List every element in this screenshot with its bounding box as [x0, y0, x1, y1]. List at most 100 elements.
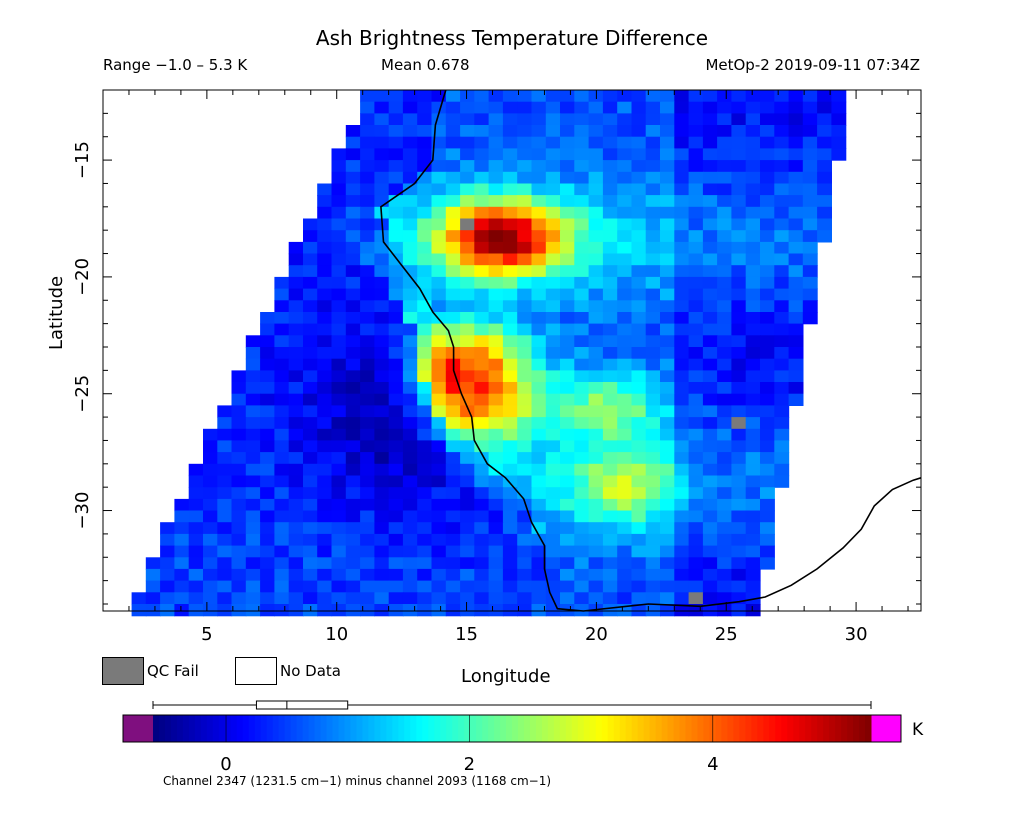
heatmap-cell — [431, 160, 447, 173]
heatmap-cell — [388, 323, 404, 336]
heatmap-cell — [345, 475, 361, 488]
heatmap-cell — [702, 171, 718, 185]
heatmap-cell — [174, 533, 190, 547]
heatmap-cell — [560, 276, 575, 290]
heatmap-cell — [445, 533, 461, 547]
heatmap-cell — [760, 347, 775, 360]
heatmap-cell — [474, 288, 490, 301]
heatmap-cell — [545, 370, 561, 383]
heatmap-cell — [674, 522, 690, 535]
colorbar-segment — [170, 715, 178, 742]
heatmap-cell — [660, 428, 675, 442]
heatmap-cell — [203, 568, 218, 582]
heatmap-cell — [445, 545, 461, 558]
heatmap-cell — [488, 557, 504, 570]
heatmap-cell — [717, 300, 732, 313]
heatmap-cell — [817, 160, 832, 173]
colorbar-segment — [769, 715, 776, 742]
heatmap-cell — [502, 113, 518, 126]
heatmap-cell — [445, 171, 461, 185]
heatmap-cell — [631, 230, 647, 243]
heatmap-cell — [817, 171, 832, 185]
heatmap-cell — [631, 148, 647, 161]
heatmap-cell — [660, 230, 675, 243]
heatmap-cell — [288, 592, 304, 605]
heatmap-cell — [517, 370, 533, 383]
heatmap-cell — [788, 171, 804, 185]
heatmap-cell — [760, 335, 775, 348]
heatmap-cell — [374, 545, 390, 558]
heatmap-cell — [417, 206, 433, 220]
heatmap-cell — [631, 253, 647, 266]
heatmap-cell — [303, 452, 318, 465]
heatmap-cell — [460, 358, 475, 371]
heatmap-cell — [131, 592, 147, 605]
heatmap-cell — [660, 253, 675, 266]
heatmap-cell — [760, 253, 775, 266]
heatmap-cell — [203, 580, 218, 593]
heatmap-cell — [545, 101, 561, 114]
heatmap-cell — [345, 545, 361, 558]
heatmap-cell — [245, 440, 261, 453]
heatmap-cell — [717, 545, 732, 558]
heatmap-cell — [460, 312, 475, 325]
heatmap-cell — [717, 557, 732, 570]
heatmap-cell — [488, 171, 504, 185]
heatmap-cell — [531, 125, 547, 138]
heatmap-cell — [417, 440, 433, 453]
colorbar-segment — [506, 715, 513, 742]
heatmap-cell — [203, 592, 218, 605]
heatmap-cell — [645, 452, 661, 465]
heatmap-cell — [745, 241, 761, 255]
heatmap-cell — [802, 113, 818, 126]
heatmap-cell — [717, 183, 732, 196]
heatmap-cell — [788, 335, 804, 348]
heatmap-cell — [517, 171, 533, 185]
heatmap-cell — [417, 101, 433, 114]
colorbar-tick-label: 0 — [220, 754, 231, 775]
heatmap-cell — [602, 218, 618, 231]
heatmap-cell — [303, 568, 318, 582]
heatmap-cell — [317, 417, 333, 430]
heatmap-cell — [631, 265, 647, 278]
heatmap-cell — [574, 382, 590, 395]
heatmap-cell — [717, 568, 732, 582]
heatmap-cell — [560, 195, 575, 208]
heatmap-cell — [631, 160, 647, 173]
heatmap-cell — [660, 101, 675, 114]
heatmap-cell — [617, 160, 633, 173]
heatmap-cell — [774, 113, 790, 126]
heatmap-cell — [217, 498, 233, 512]
heatmap-cell — [488, 382, 504, 395]
heatmap-cell — [574, 510, 590, 523]
heatmap-cell — [745, 428, 761, 442]
heatmap-cell — [788, 288, 804, 301]
heatmap-cell — [717, 265, 732, 278]
heatmap-cell — [674, 90, 690, 103]
heatmap-cell — [217, 487, 233, 500]
heatmap-cell — [560, 592, 575, 605]
heatmap-cell — [402, 557, 418, 570]
heatmap-cell — [560, 557, 575, 570]
heatmap-cell — [617, 276, 633, 290]
heatmap-cell — [402, 195, 418, 208]
heatmap-cell — [402, 160, 418, 173]
heatmap-cell — [288, 288, 304, 301]
heatmap-cell — [674, 323, 690, 336]
heatmap-cell — [688, 382, 704, 395]
heatmap-cell — [331, 230, 347, 243]
heatmap-cell — [431, 557, 447, 570]
heatmap-cell — [731, 218, 747, 231]
heatmap-cell — [745, 171, 761, 185]
heatmap-cell — [774, 125, 790, 138]
heatmap-cell — [617, 300, 633, 313]
heatmap-cell — [631, 300, 647, 313]
heatmap-cell — [574, 323, 590, 336]
heatmap-cell — [417, 533, 433, 547]
heatmap-cell — [745, 522, 761, 535]
heatmap-cell — [431, 463, 447, 477]
heatmap-cell — [760, 463, 775, 477]
heatmap-cell — [474, 206, 490, 220]
heatmap-cell — [531, 428, 547, 442]
heatmap-cell — [245, 592, 261, 605]
